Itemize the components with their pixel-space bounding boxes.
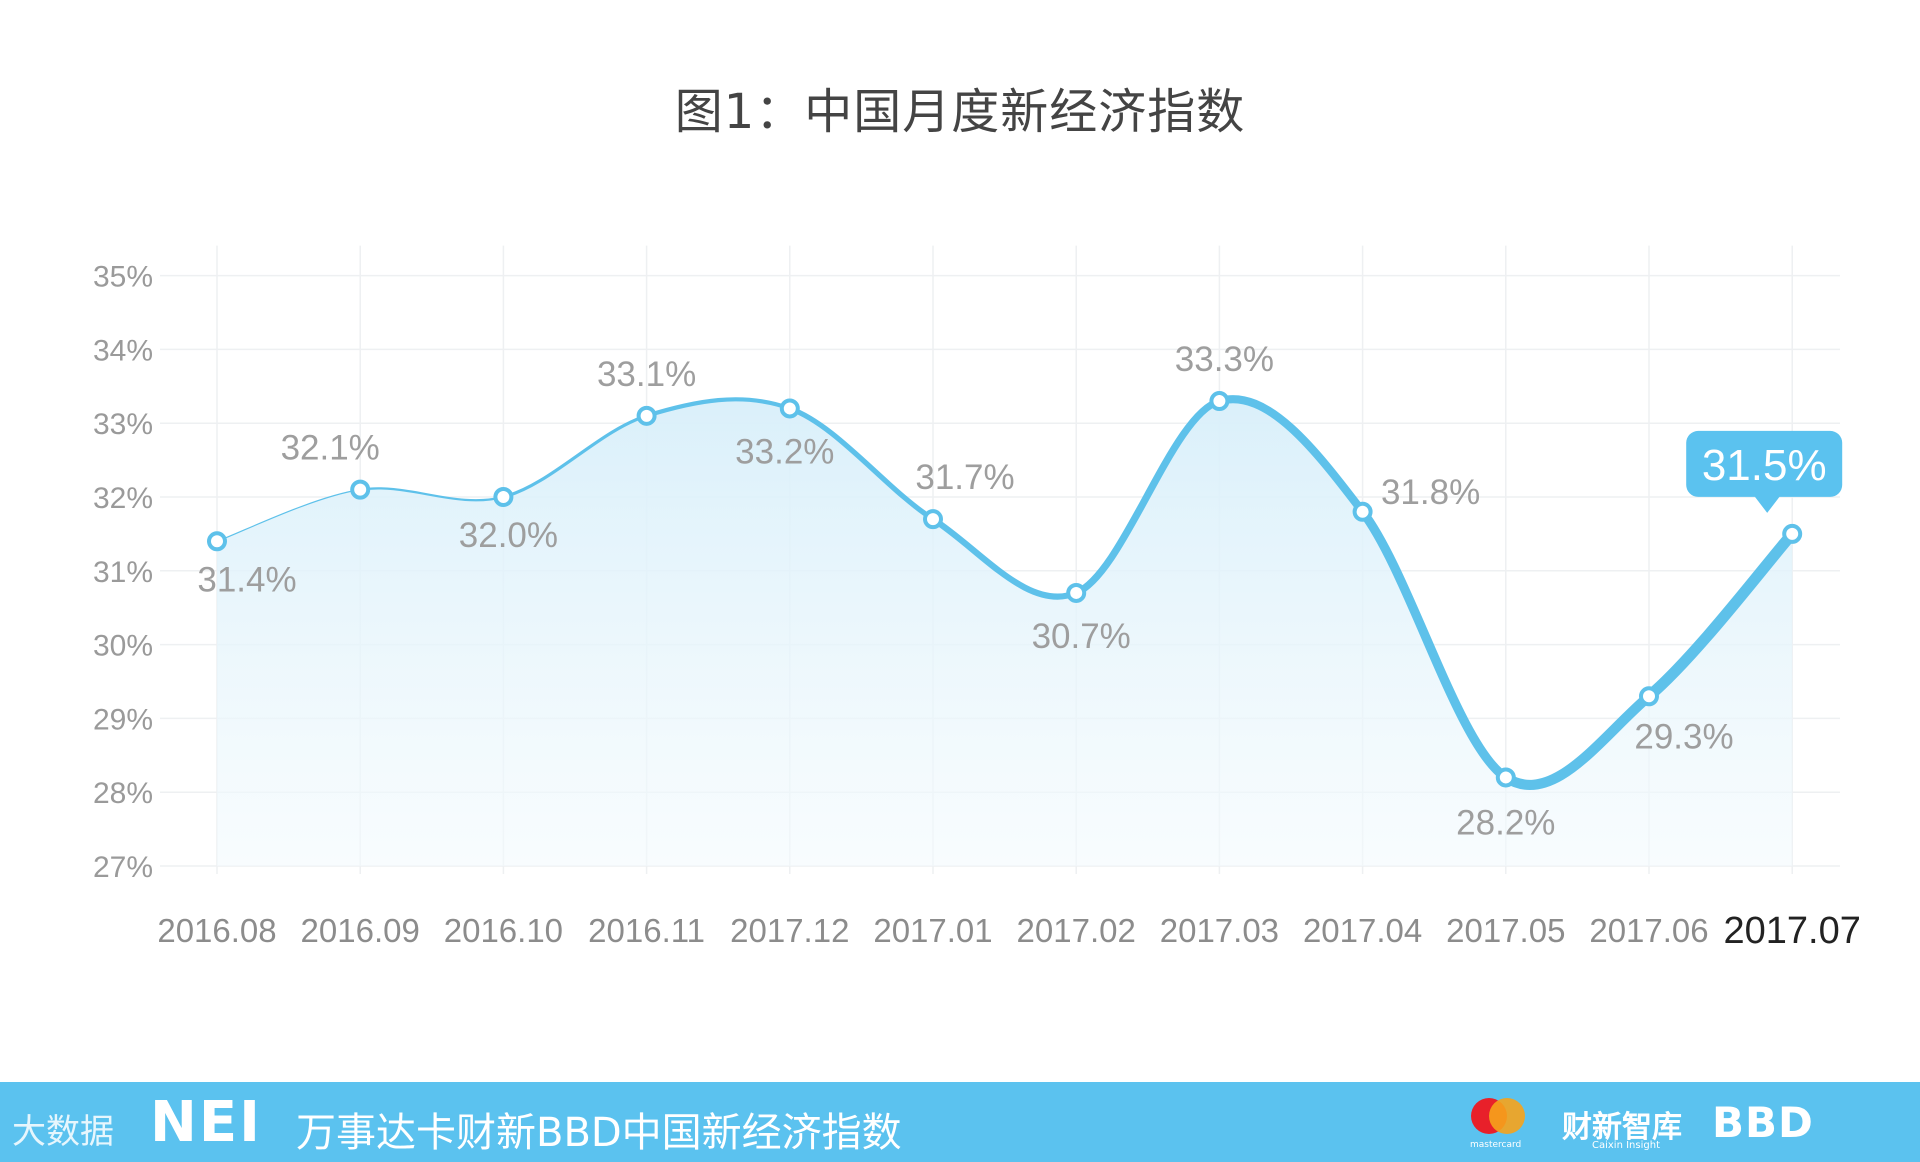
data-label: 28.2%	[1456, 803, 1555, 842]
callout-pointer	[1754, 495, 1781, 513]
line-segment	[929, 516, 1080, 600]
x-tick-label: 2016.10	[444, 912, 563, 949]
x-tick-label: 2017.05	[1446, 912, 1565, 949]
data-point	[779, 398, 800, 419]
line-segment	[216, 489, 361, 542]
x-tick-label: 2017.12	[730, 912, 849, 949]
y-axis-ticks: 27% 28% 29% 30% 31% 32% 33% 34% 35%	[93, 261, 153, 884]
x-tick-label: 2017.07	[1724, 910, 1861, 952]
data-point	[1495, 767, 1516, 788]
line-segment	[644, 397, 792, 418]
callout-label: 31.5%	[1702, 441, 1827, 490]
line-chart: 27%28%29%30%31%32%33%34%35% 2016.08 2016.…	[93, 245, 1861, 952]
highlight-callout: 31.5%	[1686, 430, 1843, 513]
line-segment	[787, 405, 936, 522]
x-tick-label: 2016.08	[157, 912, 276, 949]
bbd-logo: BBD	[1712, 1098, 1814, 1147]
footer-title: 万事达卡财新BBD中国新经济指数	[296, 1110, 902, 1156]
caixin-subtitle: Caixin Insight	[1592, 1140, 1660, 1151]
data-point	[207, 531, 227, 552]
y-tick-label: 31%	[93, 556, 153, 589]
watermark-text: 大数据	[12, 1112, 114, 1152]
x-tick-label: 2017.01	[873, 912, 992, 949]
x-tick-label: 2017.03	[1160, 912, 1279, 949]
line-segment	[1072, 397, 1223, 597]
y-tick-label: 27%	[93, 851, 153, 884]
line-segment	[1215, 395, 1367, 516]
y-tick-label: 33%	[93, 408, 153, 441]
data-points	[207, 391, 1803, 788]
y-tick-label: 35%	[93, 261, 153, 294]
y-tick-label: 28%	[93, 777, 153, 810]
x-axis-ticks: 2016.08 2016.09 2016.10 2016.11 2017.12 2017.…	[157, 910, 1861, 952]
caixin-logo: 财新智库	[1562, 1110, 1682, 1145]
line-segment	[501, 414, 649, 499]
data-point	[1352, 501, 1373, 522]
data-point	[923, 509, 943, 530]
x-tick-label: 2016.11	[588, 912, 705, 949]
y-tick-label: 32%	[93, 482, 153, 515]
line-segment	[1643, 528, 1798, 702]
nei-logo: NEI	[150, 1090, 262, 1155]
series-line	[216, 395, 1798, 790]
data-label: 32.1%	[281, 429, 380, 468]
line-segment	[1500, 691, 1655, 790]
data-point	[1782, 523, 1803, 544]
mastercard-logo-icon	[1471, 1098, 1525, 1134]
chart-title: 图1：中国月度新经济指数	[674, 84, 1246, 140]
data-point	[350, 479, 371, 500]
x-tick-label: 2016.09	[301, 912, 420, 949]
data-point	[636, 405, 657, 426]
data-label: 32.0%	[459, 516, 558, 555]
x-tick-label: 2017.04	[1303, 912, 1422, 949]
data-point	[1066, 582, 1087, 603]
callout-box	[1686, 430, 1843, 497]
data-point	[493, 487, 514, 507]
data-label: 29.3%	[1634, 717, 1733, 756]
area-fill	[217, 399, 1793, 866]
data-label: 31.8%	[1381, 473, 1480, 512]
data-label: 31.7%	[915, 458, 1014, 497]
data-label: 33.2%	[735, 432, 834, 471]
data-label: 31.4%	[197, 560, 296, 599]
data-label: 33.3%	[1175, 340, 1274, 379]
line-segment	[359, 487, 505, 502]
data-labels: 31.4% 32.1% 32.0% 33.1% 33.2% 31.7% 30.7% 33.3%…	[197, 340, 1733, 842]
y-tick-label: 30%	[93, 630, 153, 663]
mastercard-wordmark: mastercard	[1470, 1140, 1522, 1150]
y-tick-label: 29%	[93, 703, 153, 736]
x-tick-label: 2017.06	[1589, 912, 1708, 949]
footer-bar: 大数据 NEI 万事达卡财新BBD中国新经济指数 mastercard 财新智库…	[0, 1082, 1920, 1162]
line-segment	[1358, 507, 1511, 783]
y-tick-label: 34%	[93, 334, 153, 367]
data-point	[1209, 391, 1230, 412]
x-tick-label: 2017.02	[1017, 912, 1136, 949]
data-point	[1639, 686, 1659, 707]
data-label: 33.1%	[597, 355, 696, 394]
data-label: 30.7%	[1032, 617, 1131, 656]
